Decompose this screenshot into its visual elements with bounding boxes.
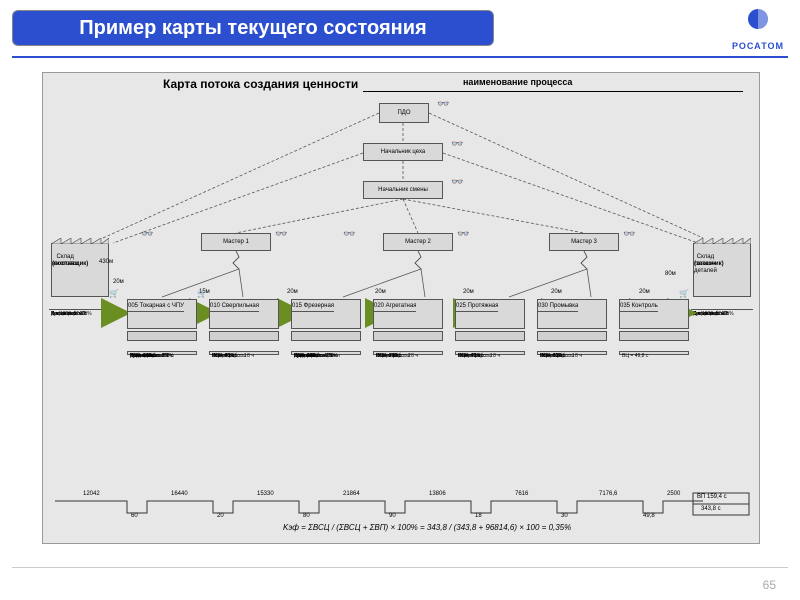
process-data: ВЦ = 60 сВСЦ = 18 сВП = 42 сКол-во перс.… (455, 351, 525, 355)
dist: 20м (551, 289, 562, 295)
process-box: 010 Сверлильная (209, 299, 279, 329)
dist: 20м (463, 289, 474, 295)
process-data: ВЦ = 90 сВСЦ = 20 сВП = 70 сКол-во перс.… (209, 351, 279, 355)
header-rule (12, 56, 788, 58)
page-number: 65 (763, 578, 776, 592)
rosatom-logo: РОСАТОМ (732, 6, 784, 51)
operator-box (373, 331, 443, 341)
dist: 20м (375, 289, 386, 295)
cart-icon: 🛒 (679, 289, 689, 298)
operator-box (209, 331, 279, 341)
process-data: ВЦ = 240 сВСЦ = 60 сВП = 180Брак литейны… (127, 351, 197, 355)
operator-box (619, 331, 689, 341)
process-box: 030 Промывка (537, 299, 607, 329)
process-box: 035 Контроль (619, 299, 689, 329)
process-data: ВЦ = 230 сВСЦ = 90 сВП = 140 сКол-во пер… (373, 351, 443, 355)
slide-title: Пример карты текущего состояния (12, 10, 494, 46)
footer-rule (12, 567, 788, 568)
process-data: ВЦ = 220 сВСЦ = 80 сВП = 140Брак литейны… (291, 351, 361, 355)
cart-icon: 🛒 (109, 289, 119, 298)
process-box: 025 Протяжная (455, 299, 525, 329)
operator-box (537, 331, 607, 341)
operator-box (127, 331, 197, 341)
timeline: 12042 16440 15330 21864 13806 7616 7176,… (53, 491, 749, 521)
logo-text: РОСАТОМ (732, 41, 784, 51)
efficiency-formula: Kэф = ΣВСЦ / (ΣВСЦ + ΣВП) × 100% = 343,8… (283, 523, 571, 532)
process-box: 020 Агрегатная (373, 299, 443, 329)
cart-icon: 🛒 (197, 289, 207, 298)
vsm-diagram: Карта потока создания ценности наименова… (42, 72, 760, 544)
dist: 20м (113, 279, 124, 285)
process-box: 015 Фрезерная (291, 299, 361, 329)
process-data: ВЦ = 102 сВСЦ = 30 сВП = 72 сКол-во перс… (537, 351, 607, 355)
operator-box (291, 331, 361, 341)
process-box: 005 Токарная с ЧПУ (127, 299, 197, 329)
operator-box (455, 331, 525, 341)
dist: 430м (99, 259, 113, 265)
dist: 20м (639, 289, 650, 295)
dist: 20м (287, 289, 298, 295)
process-data: ВЦ = 49,8 с (619, 351, 689, 355)
dist: 80м (665, 271, 676, 277)
